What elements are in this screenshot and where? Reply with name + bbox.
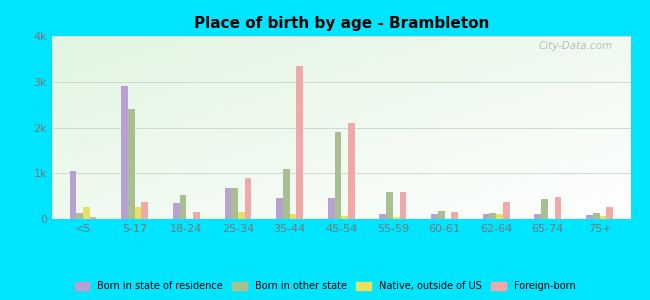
- Bar: [244, 178, 252, 219]
- Bar: [224, 188, 231, 219]
- Bar: [541, 199, 548, 219]
- Bar: [231, 188, 238, 219]
- Bar: [431, 214, 438, 219]
- Bar: [179, 195, 187, 219]
- Text: City-Data.com: City-Data.com: [539, 41, 613, 52]
- Bar: [135, 207, 141, 219]
- Bar: [341, 216, 348, 219]
- Bar: [348, 123, 355, 219]
- Bar: [586, 215, 593, 219]
- Bar: [328, 198, 335, 219]
- Bar: [380, 214, 386, 219]
- Bar: [276, 198, 283, 219]
- Bar: [438, 211, 445, 219]
- Bar: [599, 216, 606, 219]
- Bar: [128, 109, 135, 219]
- Bar: [238, 212, 244, 219]
- Bar: [451, 212, 458, 219]
- Bar: [606, 207, 613, 219]
- Bar: [400, 193, 406, 219]
- Bar: [70, 171, 76, 219]
- Bar: [496, 214, 503, 219]
- Bar: [554, 197, 562, 219]
- Bar: [386, 191, 393, 219]
- Bar: [593, 213, 599, 219]
- Legend: Born in state of residence, Born in other state, Native, outside of US, Foreign-: Born in state of residence, Born in othe…: [71, 278, 579, 295]
- Bar: [173, 203, 179, 219]
- Bar: [393, 217, 400, 219]
- Bar: [335, 132, 341, 219]
- Bar: [283, 169, 290, 219]
- Bar: [483, 214, 489, 219]
- Bar: [290, 214, 296, 219]
- Bar: [83, 207, 90, 219]
- Bar: [534, 214, 541, 219]
- Bar: [296, 66, 303, 219]
- Bar: [76, 213, 83, 219]
- Bar: [90, 217, 96, 219]
- Bar: [121, 86, 128, 219]
- Bar: [141, 202, 148, 219]
- Bar: [503, 202, 510, 219]
- Bar: [489, 213, 496, 219]
- Bar: [193, 212, 200, 219]
- Title: Place of birth by age - Brambleton: Place of birth by age - Brambleton: [194, 16, 489, 31]
